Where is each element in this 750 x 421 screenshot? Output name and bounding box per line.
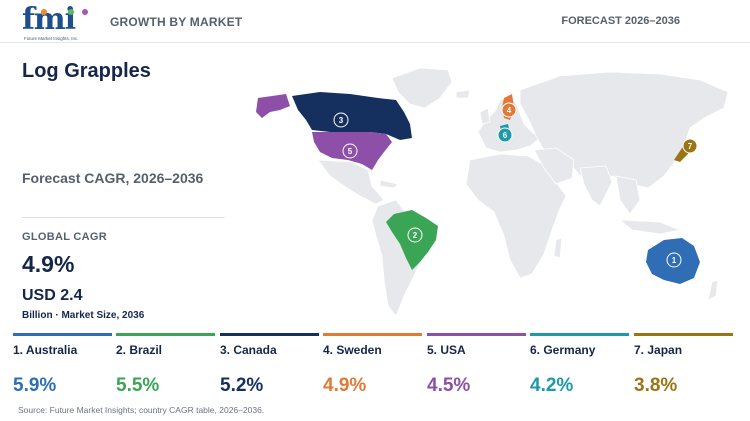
marker-label-australia: 1 [672, 256, 677, 265]
logo-dot-purple [82, 9, 88, 15]
page-title: Log Grapples [22, 60, 151, 82]
middle-east-shape [533, 147, 575, 185]
world-map: 1 2 3 4 5 6 7 [256, 67, 729, 317]
country-name: 3. Canada [220, 343, 277, 357]
market-size-value: USD 2.4 [22, 287, 83, 304]
country-bar [530, 333, 629, 336]
country-card-australia: 1. Australia 5.9% [13, 330, 112, 405]
marker-sweden: 4 [501, 102, 517, 118]
country-cagr: 5.9% [13, 375, 57, 396]
country-cagr: 4.9% [323, 375, 367, 396]
fmi-logo[interactable]: fmi Future Market Insights, Inc. [22, 2, 92, 42]
marker-germany: 6 [497, 127, 513, 143]
country-card-brazil: 2. Brazil 5.5% [116, 330, 215, 405]
alaska-shape [256, 94, 290, 118]
greenland-shape [391, 67, 453, 109]
country-bar [13, 333, 112, 336]
country-bar [634, 333, 733, 336]
country-name: 7. Japan [634, 343, 683, 357]
country-bar [116, 333, 215, 336]
country-bar [323, 333, 422, 336]
country-name: 4. Sweden [323, 343, 382, 357]
country-name: 6. Germany [530, 343, 596, 357]
africa-shape [465, 153, 567, 279]
madagascar-shape [553, 237, 563, 259]
marker-canada: 3 [333, 112, 349, 128]
marker-label-germany: 6 [503, 131, 508, 140]
new-zealand-shape [707, 279, 719, 301]
marker-brazil: 2 [407, 227, 423, 243]
country-name: 2. Brazil [116, 343, 163, 357]
southeast-asia-shape [615, 175, 641, 215]
country-cagr: 3.8% [634, 375, 678, 396]
marker-label-brazil: 2 [413, 231, 418, 240]
divider [22, 217, 225, 218]
iceland-shape [455, 89, 471, 99]
mexico-shape [317, 159, 385, 205]
logo-text: fmi [22, 2, 76, 37]
uk-shape [479, 107, 491, 125]
marker-japan: 7 [682, 138, 698, 154]
marker-label-japan: 7 [688, 142, 693, 151]
marker-usa: 5 [342, 143, 358, 159]
country-list: 1. Australia 5.9% 2. Brazil 5.5% 3. Cana… [0, 330, 750, 405]
country-card-usa: 5. USA 4.5% [427, 330, 526, 405]
global-cagr-value: 4.9% [22, 251, 75, 277]
country-name: 1. Australia [13, 343, 78, 357]
country-cagr: 4.2% [530, 375, 574, 396]
country-card-germany: 6. Germany 4.2% [530, 330, 629, 405]
country-cagr: 5.5% [116, 375, 160, 396]
market-size-note: Billion · Market Size, 2036 [22, 310, 145, 321]
forecast-cagr-label: Forecast CAGR, 2026–2036 [22, 170, 204, 186]
source-note: Source: Future Market Insights; country … [18, 405, 265, 415]
country-cagr: 5.2% [220, 375, 264, 396]
country-card-canada: 3. Canada 5.2% [220, 330, 319, 405]
country-bar [427, 333, 526, 336]
global-cagr-label: GLOBAL CAGR [22, 231, 107, 243]
country-cagr: 4.5% [427, 375, 471, 396]
logo-subtext: Future Market Insights, Inc. [24, 36, 79, 41]
india-shape [579, 165, 613, 207]
country-card-sweden: 4. Sweden 4.9% [323, 330, 422, 405]
header-title: GROWTH BY MARKET [110, 15, 243, 29]
marker-australia: 1 [666, 252, 682, 268]
logo-dot-green [68, 9, 74, 15]
europe-shape [477, 95, 541, 153]
marker-label-sweden: 4 [507, 106, 512, 115]
marker-label-usa: 5 [348, 147, 353, 156]
country-card-japan: 7. Japan 3.8% [634, 330, 733, 405]
country-name: 5. USA [427, 343, 466, 357]
canada-shape [292, 92, 412, 140]
indonesia-shape [618, 219, 682, 235]
logo-dot-orange [41, 9, 47, 15]
header-forecast: FORECAST 2026–2036 [561, 15, 680, 27]
country-bar [220, 333, 319, 336]
header: fmi Future Market Insights, Inc. GROWTH … [0, 0, 750, 43]
marker-label-canada: 3 [339, 116, 344, 125]
caribbean-shape [379, 179, 399, 189]
